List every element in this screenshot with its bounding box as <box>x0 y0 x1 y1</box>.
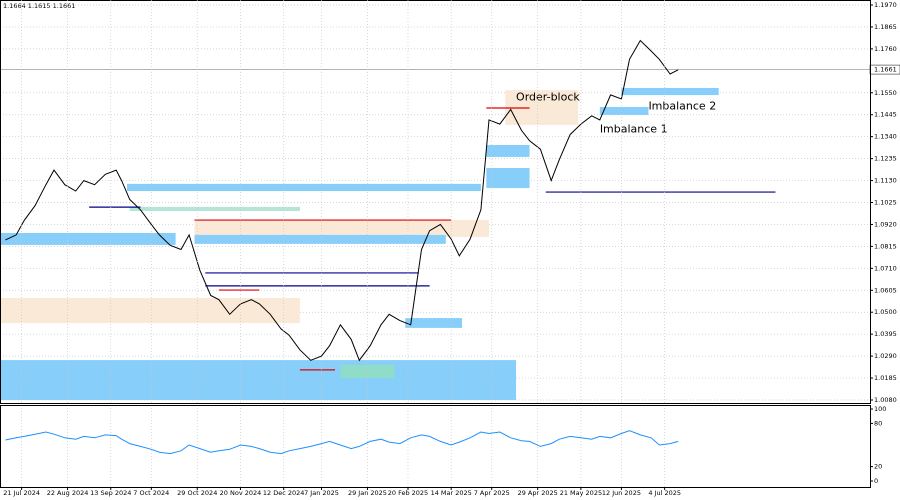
y-tick-label: 1.1025 <box>874 199 897 207</box>
x-tick-label: 20 Nov 2024 <box>220 489 262 497</box>
y-tick-label: 1.1340 <box>874 133 897 141</box>
zone <box>194 234 446 244</box>
x-tick-label: 29 Apr 2025 <box>518 489 558 497</box>
zone <box>129 206 300 212</box>
x-tick-label: 12 Dec 2024 <box>263 489 305 497</box>
panel-frame <box>0 405 871 488</box>
y-tick-label: 1.1235 <box>874 155 897 163</box>
y-tick-label: 1.0815 <box>874 242 897 250</box>
x-tick-label: 14 Mar 2025 <box>431 489 472 497</box>
y-tick-label: 1.0395 <box>874 330 897 338</box>
y-tick-label: 1.0500 <box>874 308 897 316</box>
y-tick-label: 1.1130 <box>874 177 897 185</box>
price-line <box>5 430 679 455</box>
annotation: Imbalance 2 <box>648 99 716 112</box>
price-line <box>5 39 679 362</box>
annotation: Imbalance 1 <box>600 122 668 135</box>
zone <box>0 360 517 400</box>
zone <box>194 220 490 237</box>
zone <box>599 106 649 115</box>
y-tick-label: 80 <box>874 419 882 427</box>
x-tick-label: 21 May 2025 <box>560 489 602 497</box>
x-tick-label: 13 Sep 2024 <box>90 489 131 497</box>
y-tick-label: 1.0185 <box>874 374 897 382</box>
y-tick-label: 20 <box>874 463 882 471</box>
zone <box>340 364 395 379</box>
zone <box>621 87 719 96</box>
zone <box>405 318 463 328</box>
y-tick-label: 1.0920 <box>874 220 897 228</box>
y-tick-label: 1.1865 <box>874 23 897 31</box>
zone <box>0 233 176 245</box>
y-tick-label: 100 <box>874 405 886 413</box>
y-tick-label: 1.1550 <box>874 89 897 97</box>
zone <box>486 145 530 157</box>
x-tick-label: 20 Feb 2025 <box>388 489 428 497</box>
x-tick-label: 29 Oct 2024 <box>177 489 217 497</box>
zone <box>486 168 530 189</box>
y-tick-label: 1.0605 <box>874 286 897 294</box>
x-tick-label: 29 Jan 2025 <box>348 489 387 497</box>
zone <box>0 298 300 324</box>
last-price-label: 1.1661 <box>874 66 897 74</box>
y-tick-label: 1.1445 <box>874 111 897 119</box>
panel-frame <box>0 0 871 404</box>
y-tick-label: 1.1760 <box>874 45 897 53</box>
annotation: Order-block <box>516 91 580 104</box>
y-tick-label: 1.1970 <box>874 1 897 9</box>
y-tick-label: 1.0290 <box>874 352 897 360</box>
x-tick-label: 4 Jul 2025 <box>648 489 681 497</box>
x-tick-label: 7 Jan 2025 <box>304 489 339 497</box>
x-tick-label: 12 Jun 2025 <box>602 489 641 497</box>
x-tick-label: 22 Aug 2024 <box>47 489 89 497</box>
header: 1.1664 1.1615 1.1661 <box>3 2 75 10</box>
x-tick-label: 21 Jul 2024 <box>3 489 40 497</box>
y-tick-label: 1.0710 <box>874 264 897 272</box>
y-tick-label: 0 <box>874 477 878 485</box>
y-tick-label: 1.0080 <box>874 396 897 404</box>
zone <box>126 183 481 192</box>
x-tick-label: 7 Apr 2025 <box>474 489 510 497</box>
x-tick-label: 7 Oct 2024 <box>133 489 169 497</box>
